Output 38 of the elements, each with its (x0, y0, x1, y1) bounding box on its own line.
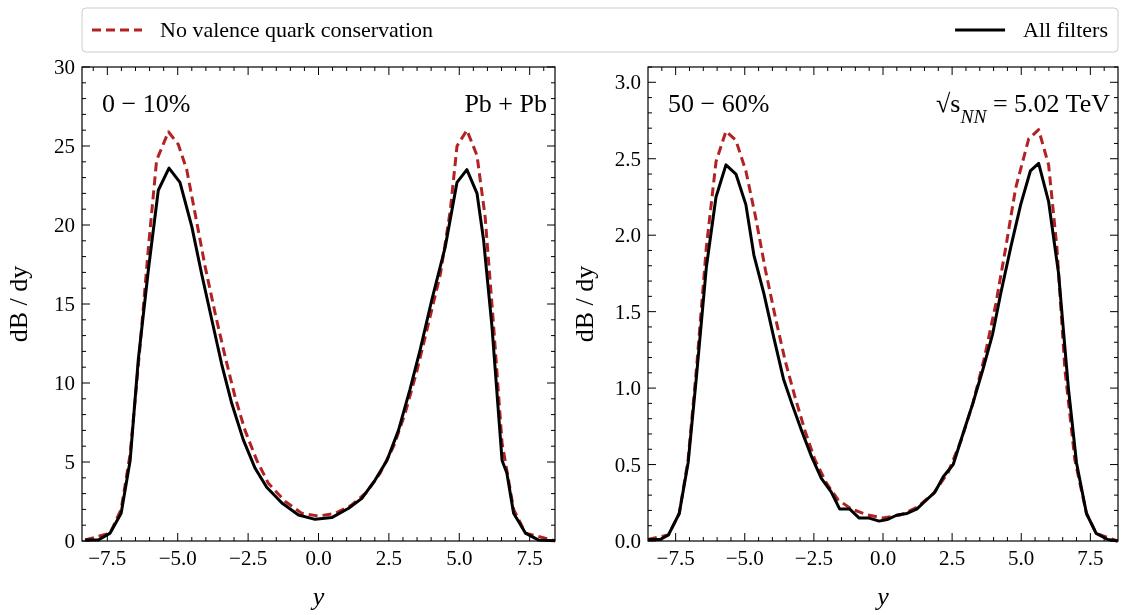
x-tick-label: −2.5 (229, 546, 268, 570)
y-tick-label: 5 (64, 450, 75, 474)
x-axis-title: y (309, 582, 325, 611)
annotation: 50 − 60% (668, 89, 770, 118)
x-tick-label: −5.0 (158, 546, 197, 570)
annotation: 0 − 10% (102, 89, 191, 118)
y-tick-label: 1.5 (614, 299, 641, 324)
x-tick-label: −5.0 (725, 546, 764, 570)
legend-label: No valence quark conservation (160, 17, 434, 42)
y-tick-label: 0.0 (614, 529, 641, 553)
x-tick-label: 2.5 (375, 546, 403, 570)
x-tick-label: 7.5 (516, 546, 543, 570)
x-tick-label: −2.5 (794, 546, 833, 570)
y-tick-label: 2.5 (614, 146, 641, 171)
x-tick-label: 2.5 (938, 546, 966, 570)
y-tick-label: 10 (54, 371, 75, 395)
annotation: √s$_{NN}$ = 5.02 TeV (936, 89, 1111, 127)
legend-label: All filters (1023, 17, 1108, 42)
y-tick-label: 3.0 (614, 70, 641, 95)
y-tick-label: 0.5 (614, 452, 641, 477)
x-tick-label: 0.0 (869, 546, 897, 570)
annotation: Pb + Pb (464, 89, 547, 118)
x-tick-label: −7.5 (88, 546, 127, 570)
x-axis-title: y (874, 582, 890, 611)
y-axis-title: dB / dy (4, 265, 33, 343)
y-tick-label: 20 (54, 213, 75, 237)
y-tick-label: 0 (64, 529, 75, 553)
x-tick-label: 0.0 (305, 546, 332, 570)
y-tick-label: 1.0 (614, 376, 641, 401)
x-tick-label: 5.0 (1008, 546, 1035, 570)
x-tick-label: 7.5 (1077, 546, 1104, 570)
y-tick-label: 15 (54, 292, 75, 316)
x-tick-label: −7.5 (656, 546, 695, 570)
x-tick-label: 5.0 (446, 546, 473, 570)
y-axis-title: dB / dy (570, 265, 599, 343)
y-tick-label: 2.0 (614, 223, 641, 248)
y-tick-label: 25 (54, 134, 75, 158)
y-tick-label: 30 (54, 55, 75, 79)
